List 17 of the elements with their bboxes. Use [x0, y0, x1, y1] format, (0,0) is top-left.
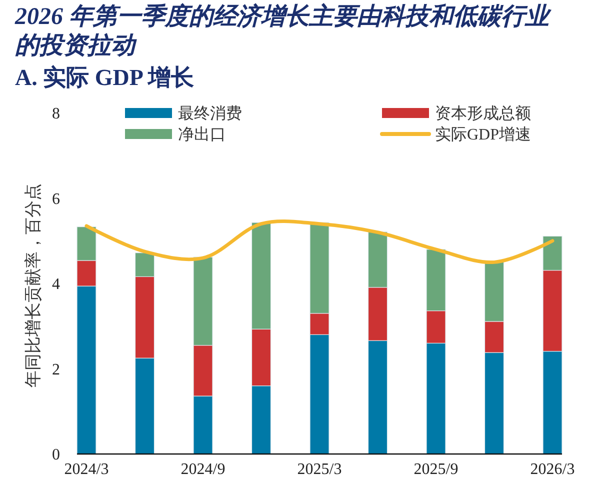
- y-tick-label: 8: [52, 106, 60, 123]
- legend-label: 实际GDP增速: [435, 126, 532, 144]
- x-tick-label: 2024/9: [180, 461, 226, 478]
- chart-subtitle: A. 实际 GDP 增长: [15, 64, 194, 90]
- chart-title: 2026 年第一季度的经济增长主要由科技和低碳行业的投资拉动: [14, 2, 552, 59]
- y-axis-title: 年同比增长贡献率，百分点: [24, 184, 42, 388]
- x-tick-label: 2025/9: [414, 461, 458, 478]
- x-tick-label: 2025/3: [297, 461, 342, 478]
- x-tick-label: 2024/3: [64, 461, 109, 478]
- y-tick-label: 4: [52, 276, 60, 294]
- y-tick-label: 0: [52, 446, 60, 464]
- y-tick-label: 6: [52, 190, 60, 208]
- legend-label: 资本形成总额: [435, 104, 531, 123]
- legend-label: 最终消费: [178, 104, 242, 123]
- legend-label: 净出口: [178, 126, 226, 144]
- y-tick-label: 2: [52, 361, 60, 378]
- x-tick-label: 2026/3: [530, 461, 575, 478]
